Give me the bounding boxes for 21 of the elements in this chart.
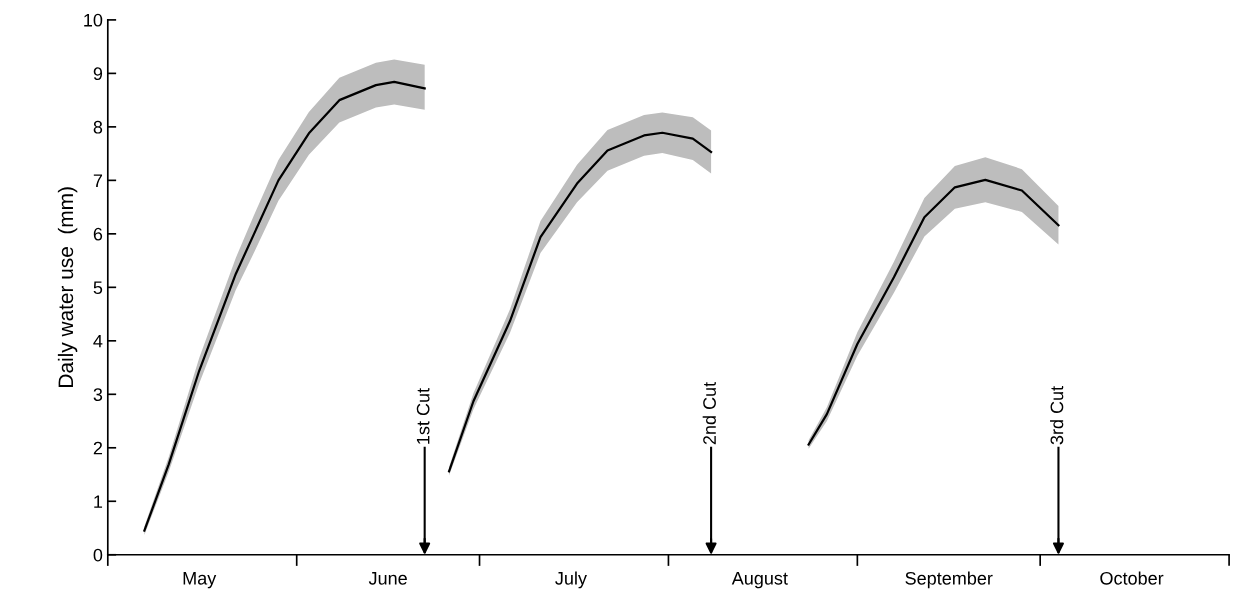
x-tick-label: June — [368, 572, 407, 585]
y-tick-label: 10 — [84, 13, 103, 27]
x-tick-label: September — [905, 571, 993, 589]
y-tick-label: 2 — [93, 441, 103, 455]
ref-line-label: 2nd Cut — [702, 382, 716, 445]
x-tick-label: July — [555, 571, 587, 589]
y-tick-label: 4 — [93, 334, 103, 348]
x-tick-label: August — [731, 572, 788, 589]
ref-line-label: 1st Cut — [416, 388, 430, 444]
y-tick-label: 8 — [93, 120, 103, 134]
y-tick-label: 0 — [93, 548, 103, 562]
ref-line-label: 3rd Cut — [1050, 386, 1064, 445]
x-tick-label: October — [1100, 571, 1164, 585]
y-tick-label: 9 — [93, 67, 103, 81]
y-axis-title: Daily water use (mm) — [57, 187, 78, 387]
y-tick-label: 1 — [94, 495, 103, 508]
x-tick-label: May — [183, 572, 217, 589]
y-tick-label: 5 — [93, 281, 103, 295]
y-tick-label: 6 — [93, 227, 103, 241]
y-tick-label: 3 — [93, 388, 103, 402]
y-tick-label: 7 — [93, 174, 103, 187]
